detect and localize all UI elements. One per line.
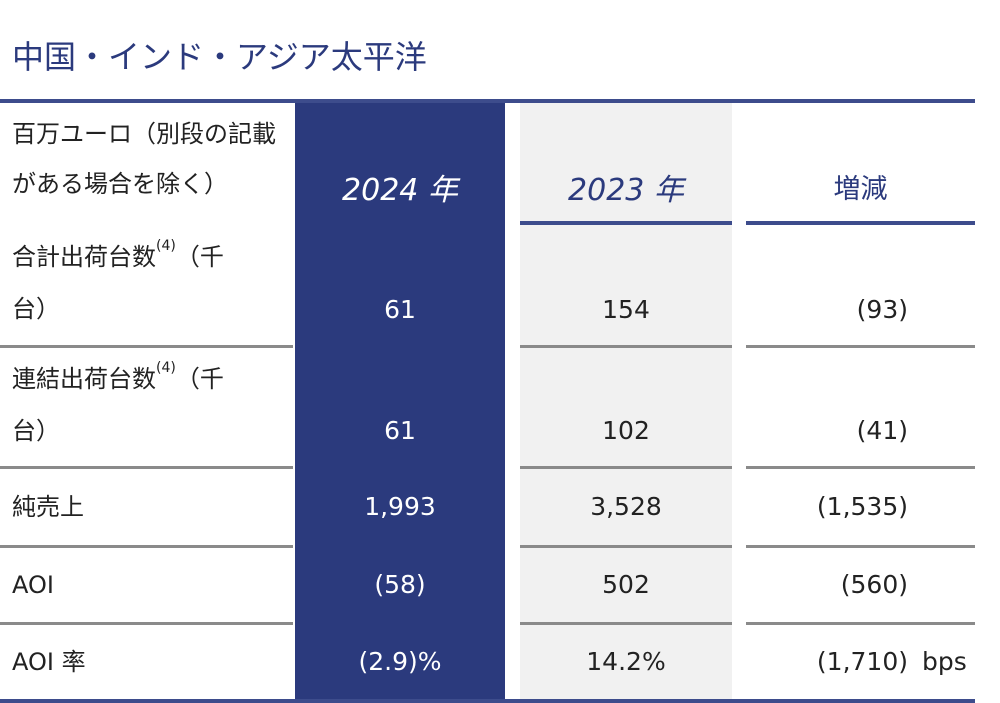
row-rule: [0, 466, 293, 469]
header-2023: 2023 年: [568, 173, 684, 208]
label-text: AOI: [12, 570, 54, 599]
row-rule: [0, 622, 293, 625]
row-rule: [746, 345, 975, 348]
title: 中国・インド・アジア太平洋: [12, 38, 427, 76]
row-label: AOI 率: [12, 636, 257, 688]
value: (41): [856, 416, 908, 445]
header-text: 2024 年: [342, 173, 458, 208]
value: (2.9)%: [358, 646, 442, 676]
header-change: 増減: [833, 174, 888, 205]
unit: bps: [922, 646, 967, 676]
label-text: 合計出荷台数: [12, 243, 156, 271]
value: (58): [374, 569, 426, 599]
value: 14.2%: [586, 646, 666, 676]
row-label: AOI: [12, 559, 257, 611]
label-suffix: （千台）: [12, 243, 224, 323]
row-label: 純売上: [12, 481, 257, 533]
value: (1,710): [816, 646, 908, 676]
header-rule: [520, 221, 732, 225]
label-text: 連結出荷台数: [12, 365, 156, 393]
footnote-ref: (4): [156, 238, 176, 254]
label-suffix: （千台）: [12, 365, 224, 445]
row-rule: [520, 345, 732, 348]
value: 61: [384, 416, 416, 445]
row-rule: [0, 345, 293, 348]
label-text: AOI 率: [12, 647, 86, 676]
footnote-ref: (4): [156, 360, 176, 376]
bottom-rule: [0, 699, 975, 703]
column-2024-bg: [295, 103, 505, 700]
header-label: 百万ユーロ（別段の記載がある場合を除く）: [12, 120, 276, 198]
value: 502: [602, 569, 650, 599]
value: 61: [384, 295, 416, 324]
header-rule: [746, 221, 975, 225]
row-rule: [520, 466, 732, 469]
row-rule: [746, 466, 975, 469]
row-rule: [520, 545, 732, 548]
row-label: 合計出荷台数(4)（千台）: [12, 231, 257, 335]
label-text: 純売上: [12, 492, 84, 521]
value: 1,993: [364, 491, 436, 521]
value: (560): [840, 569, 908, 599]
row-rule: [520, 622, 732, 625]
value: 3,528: [590, 491, 662, 521]
row-label: 連結出荷台数(4)（千台）: [12, 353, 257, 457]
header-2024: 2024 年: [295, 165, 505, 209]
row-rule: [746, 545, 975, 548]
value: (93): [856, 295, 908, 324]
row-rule: [746, 622, 975, 625]
column-2023-bg: [520, 103, 732, 700]
value: 102: [602, 416, 650, 445]
value: 154: [602, 295, 650, 324]
row-rule: [0, 545, 293, 548]
value: (1,535): [816, 491, 908, 521]
top-rule: [0, 99, 975, 103]
